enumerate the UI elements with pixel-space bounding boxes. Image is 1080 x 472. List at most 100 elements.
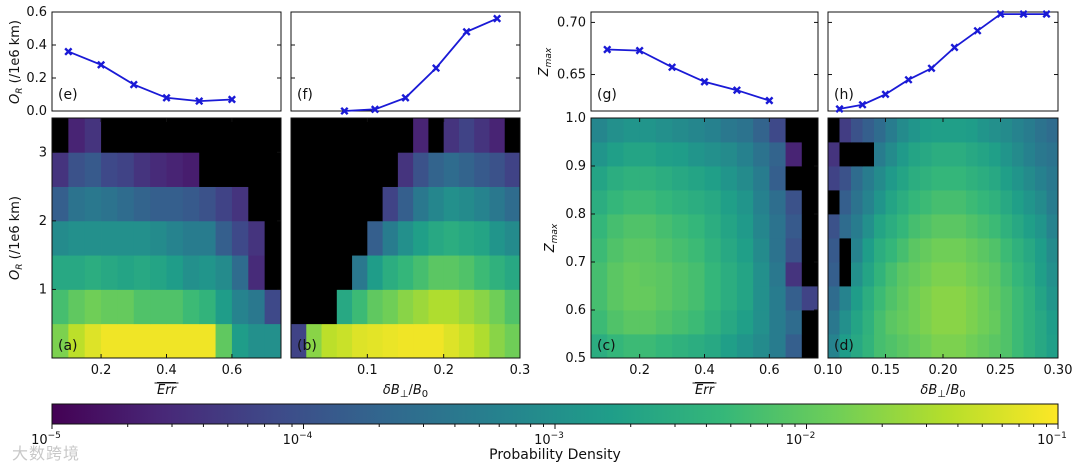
heatmap-cell [264,152,282,187]
colorbar-tick-label: 10−3 [534,431,564,448]
heatmap-cell [336,118,353,153]
heatmap-cell [801,166,819,191]
heatmap-cell [231,255,249,290]
heatmap-cell [382,289,399,325]
heatmap-cell [966,166,978,191]
heatmap-cell [720,214,738,239]
heatmap-cell [639,334,657,359]
heatmap-cell [989,334,1001,359]
heatmap-cell [688,118,705,143]
heatmap-cell [785,310,803,335]
heatmap-cell [166,289,184,325]
data-point-h [835,104,844,113]
heatmap-cell [117,255,135,290]
colorbar-tick-exponent: −2 [802,431,815,441]
heatmap-cell [84,186,102,222]
heatmap-cell [504,255,521,290]
ytick-label-g: 0.65 [557,68,586,83]
ytick-label-c: 0.9 [565,159,586,174]
heatmap-cell [920,190,932,215]
heatmap-cell [150,255,167,290]
heatmap-cell [367,289,383,325]
heatmap-cell [1023,334,1036,359]
heatmap-cell [52,255,69,290]
colorbar-tick-mantissa: 10 [534,433,551,448]
heatmap-cell [862,286,875,311]
heatmap-cell [367,255,383,290]
xtick-label-d: 0.15 [871,363,900,378]
heatmap-cell [1035,166,1047,191]
data-point-f [401,93,410,102]
heatmap-cell [801,214,819,239]
heatmap-cell [306,255,322,290]
heatmap-cell [753,238,770,263]
heatmap-cell [885,166,898,191]
series-line-f [344,17,498,112]
heatmap-cell [291,220,307,256]
heatmap-cell [68,220,86,256]
data-point-e [195,97,204,106]
heatmap-cell [989,142,1001,167]
heatmap-cell [248,220,266,256]
heatmap-cell [943,286,955,311]
heatmap-cell [443,289,460,325]
ylabel-symbol: Z [543,242,558,253]
series-line-h [839,13,1047,110]
heatmap-cell [1012,262,1024,287]
data-point-g [700,77,709,86]
heatmap-cell [474,152,490,187]
heatmap-cell [231,186,249,222]
heatmap-cell [1035,262,1047,287]
heatmap-cell [623,310,641,335]
heatmap-cell [954,214,967,239]
xlabel-part: 0 [959,389,965,400]
heatmap-cell [943,310,955,335]
heatmap-cell [801,262,819,287]
heatmap-cell [954,310,967,335]
heatmap-cell [931,238,944,263]
heatmap-cell [68,255,86,290]
heatmap-cell [828,214,840,239]
heatmap-cell [1023,142,1036,167]
heatmap-cell [291,323,307,359]
heatmap-cell [720,310,738,335]
heatmap-cell [52,152,69,187]
heatmap-cell [101,220,118,256]
heatmap-cell [839,214,852,239]
heatmap-cell [989,214,1001,239]
heatmap-cell [862,238,875,263]
heatmap-cell [931,286,944,311]
heatmap-cell [504,118,521,153]
heatmap-cell [672,142,689,167]
panel-label-g: (g) [597,87,617,103]
heatmap-cell [413,186,429,222]
heatmap-cell [199,220,216,256]
heatmap-cell [704,286,722,311]
heatmap-d [828,118,1059,359]
heatmap-cell [801,238,819,263]
heatmap-cell [989,190,1001,215]
heatmap-cell [851,166,863,191]
heatmap-cell [382,220,399,256]
ylabel-c: Zmax [543,223,560,253]
heatmap-cell [367,186,383,222]
heatmap-cell [943,190,955,215]
heatmap-cell [977,118,990,143]
ytick-label-a: 1 [39,282,47,297]
heatmap-cell [931,310,944,335]
colorbar-tick-mantissa: 10 [786,433,803,448]
xtick-label-c: 0.2 [629,363,650,378]
heatmap-cell [769,118,786,143]
heatmap-cell [68,186,86,222]
heatmap-cell [352,323,368,359]
heatmap-cell [352,220,368,256]
heatmap-cell [736,166,754,191]
heatmap-cell [736,286,754,311]
heatmap-cell [84,118,102,153]
heatmap-cell [248,118,266,153]
ylabel-text-g: Zmax [537,47,554,77]
data-point-g [765,96,774,105]
heatmap-cell [101,289,118,325]
heatmap-cell [920,142,932,167]
heatmap-cell [672,286,689,311]
